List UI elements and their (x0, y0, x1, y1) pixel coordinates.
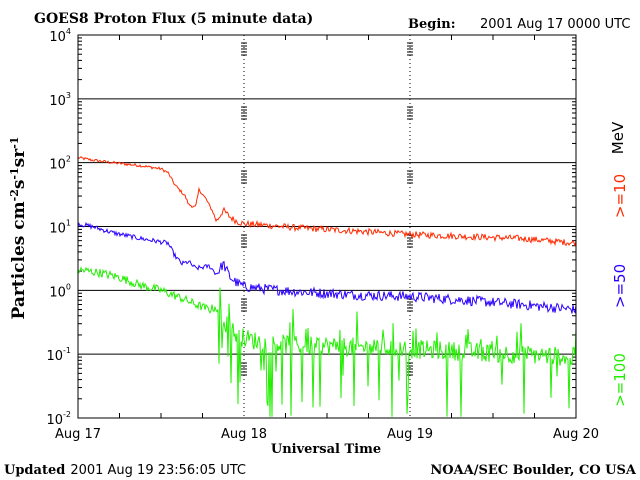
series-line-2 (77, 266, 577, 417)
footer-source: NOAA/SEC Boulder, CO USA (430, 463, 637, 478)
x-tick-marks (119, 35, 535, 418)
y-axis-label: Particles cm-2s-1sr-1 (8, 137, 29, 320)
legend-ge50: >=50 (611, 264, 629, 308)
y-tick-label: 104 (49, 27, 71, 45)
x-tick-label: Aug 18 (221, 427, 267, 442)
x-axis-label: Universal Time (271, 442, 381, 457)
begin-value: 2001 Aug 17 0000 UTC (480, 17, 630, 32)
y-tick-label: 10-2 (46, 410, 71, 428)
y-tick-label: 100 (49, 282, 71, 300)
x-tick-label: Aug 20 (553, 427, 599, 442)
y-tick-label: 102 (49, 155, 71, 173)
y-tick-label: 10-1 (46, 346, 71, 364)
legend-ge10: >=10 (611, 174, 629, 218)
legend-ge100: >=100 (611, 353, 629, 407)
x-tick-label: Aug 17 (55, 427, 101, 442)
unit-label: MeV (609, 121, 627, 154)
y-tick-labels: 104 103 102 101 100 10-1 10-2 (46, 27, 71, 428)
plot-frame (77, 34, 577, 419)
series-line-1 (77, 221, 577, 314)
footer-updated: Updated 2001 Aug 19 23:56:05 UTC (4, 463, 246, 478)
y-tick-label: 103 (49, 91, 71, 109)
y-tick-label: 101 (49, 219, 71, 237)
series-line-0 (77, 155, 577, 247)
begin-label: Begin: (408, 17, 456, 32)
x-tick-labels: Aug 17 Aug 18 Aug 19 Aug 20 (55, 427, 599, 442)
chart-title: GOES8 Proton Flux (5 minute data) (34, 11, 313, 27)
series-lines (77, 155, 577, 417)
x-tick-label: Aug 19 (387, 427, 433, 442)
